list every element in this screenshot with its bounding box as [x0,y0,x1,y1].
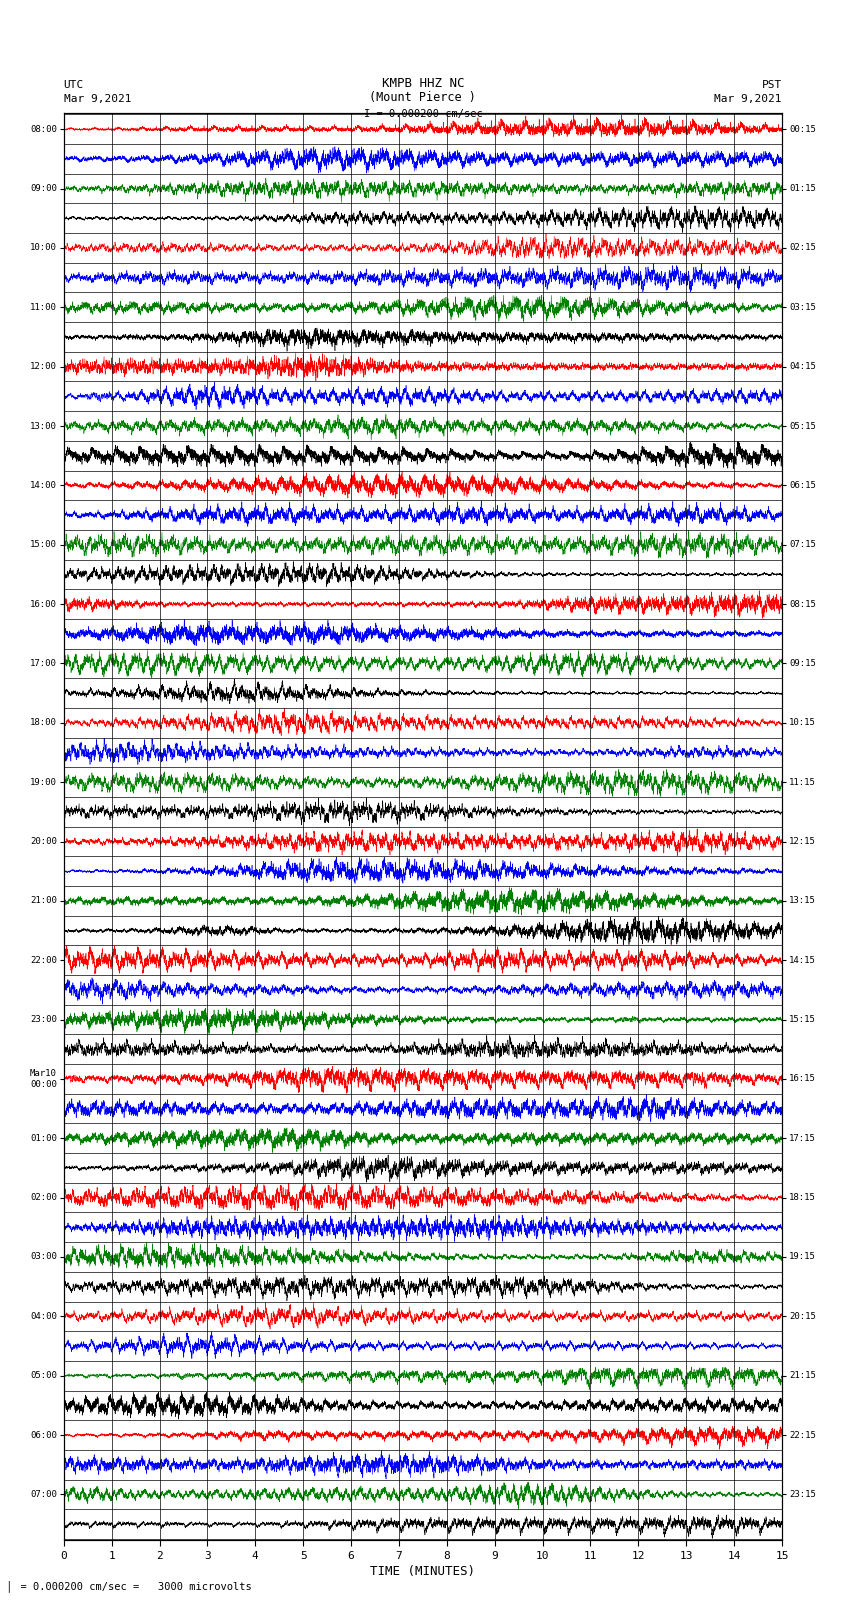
Text: Mar 9,2021: Mar 9,2021 [64,94,131,105]
Text: (Mount Pierce ): (Mount Pierce ) [370,90,476,105]
Text: Mar 9,2021: Mar 9,2021 [715,94,782,105]
Text: PST: PST [762,79,782,90]
X-axis label: TIME (MINUTES): TIME (MINUTES) [371,1565,475,1578]
Text: UTC: UTC [64,79,84,90]
Text: I = 0.000200 cm/sec: I = 0.000200 cm/sec [364,108,482,119]
Text: ▏ = 0.000200 cm/sec =   3000 microvolts: ▏ = 0.000200 cm/sec = 3000 microvolts [8,1581,252,1592]
Text: KMPB HHZ NC: KMPB HHZ NC [382,76,464,90]
